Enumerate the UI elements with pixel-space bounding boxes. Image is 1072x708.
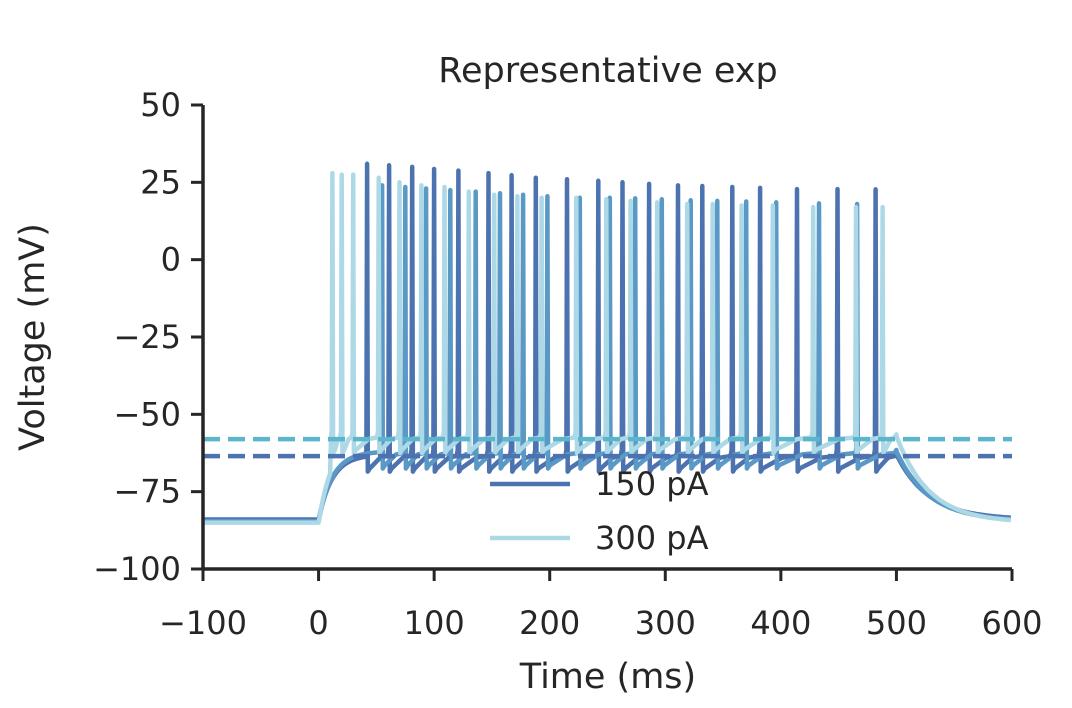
y-tick-label: 25 (140, 163, 181, 201)
legend: 150 pA 300 pA (490, 465, 709, 557)
legend-label: 150 pA (595, 465, 709, 503)
trace-300-pa (203, 170, 1011, 525)
y-tick-label: −75 (113, 473, 181, 511)
x-tick-label: 500 (866, 604, 927, 642)
x-tick-label: −100 (159, 604, 247, 642)
y-tick-label: −100 (93, 550, 181, 588)
x-tick-label: 300 (635, 604, 696, 642)
chart-title: Representative exp (438, 51, 777, 91)
x-tick-label: 0 (308, 604, 328, 642)
y-axis-label: Voltage (mV) (13, 223, 53, 451)
x-tick-label: 100 (404, 604, 465, 642)
y-tick-label: −50 (113, 395, 181, 433)
x-tick-label: 200 (519, 604, 580, 642)
x-tick-label: 600 (981, 604, 1042, 642)
legend-label: 300 pA (595, 519, 709, 557)
x-axis-label: Time (ms) (519, 657, 696, 697)
threshold-lines-layer (203, 436, 1012, 459)
trace-intermediate-1 (203, 183, 1011, 524)
y-tick-label: 0 (161, 241, 181, 279)
traces-layer (203, 161, 1011, 525)
y-tick-label: 50 (140, 86, 181, 124)
y-tick-label: −25 (113, 318, 181, 356)
x-tick-label: 400 (750, 604, 811, 642)
ticks-layer: −100 0 100 200 300 400 500 600 −100 −75 −50 −25 0 25 5… (93, 86, 1042, 642)
